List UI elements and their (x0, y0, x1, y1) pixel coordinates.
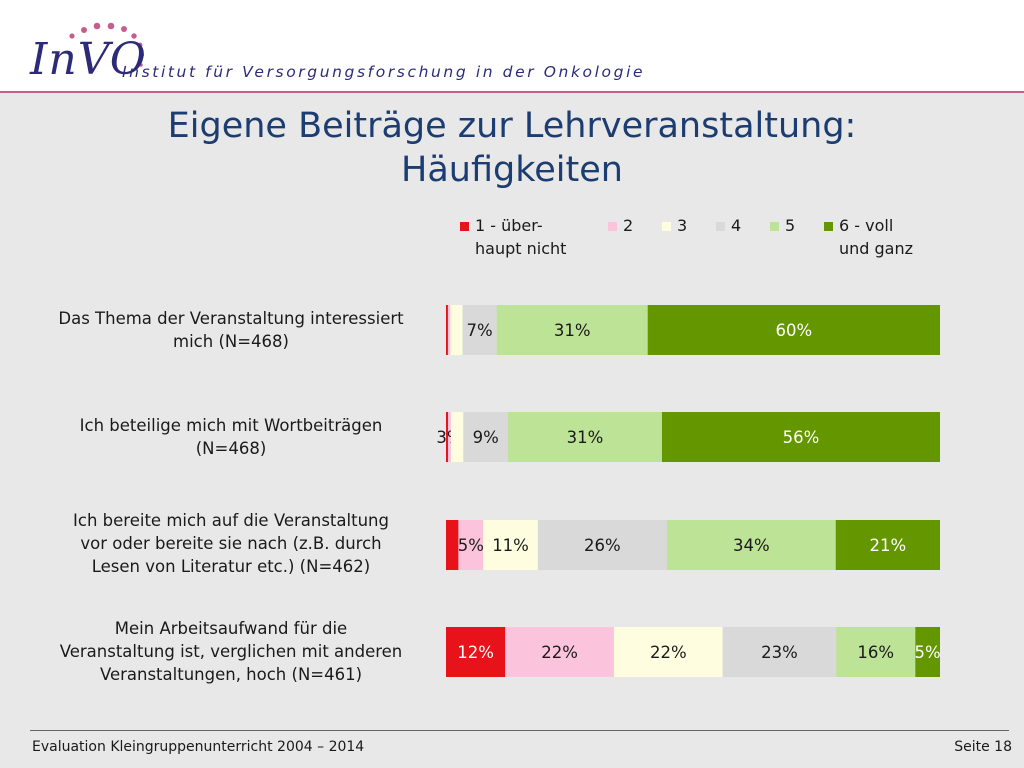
data-label: 31% (567, 428, 604, 447)
data-label: 31% (554, 321, 591, 340)
data-label: 60% (776, 321, 813, 340)
bar-segment (447, 305, 451, 355)
bar-segment (613, 627, 723, 677)
legend-swatch (716, 222, 725, 231)
legend-swatch (608, 222, 617, 231)
legend-label: 3 (677, 216, 688, 235)
bar-row: 7% 31% 60% (446, 305, 940, 355)
bar-row: 12% 22% 22% 23% 16% 5% (446, 627, 941, 677)
legend-swatch (460, 222, 469, 231)
bar-segment (462, 305, 497, 355)
logo-text: InVO (30, 34, 147, 85)
data-label: 26% (584, 536, 621, 555)
bar-segment (446, 520, 459, 570)
bar-segment (835, 520, 940, 570)
category-label: Ich beteilige mich mit Wortbeiträgen (N=… (79, 416, 383, 458)
data-label: 56% (783, 428, 820, 447)
data-label: 12% (457, 643, 494, 662)
legend-label: 5 (785, 216, 796, 235)
institute-tagline: Institut für Versorgungsforschung in der… (122, 63, 646, 81)
legend-label: 1 - über- haupt nicht (475, 216, 567, 258)
bar-segment (661, 412, 940, 462)
data-label: 11% (492, 536, 529, 555)
data-label: 34% (733, 536, 770, 555)
bar-segment (463, 412, 509, 462)
legend-label: 4 (731, 216, 742, 235)
bar-segment (666, 520, 836, 570)
footer-title: Evaluation Kleingruppenunterricht 2004 –… (32, 739, 365, 755)
bar-segment (483, 520, 538, 570)
data-label: 23% (761, 643, 798, 662)
page-number: Seite 18 (954, 739, 1012, 755)
bar-segment (450, 305, 463, 355)
bar-segment (647, 305, 940, 355)
bar-segment (450, 412, 464, 462)
data-label: 16% (857, 643, 894, 662)
legend-label: 2 (623, 216, 634, 235)
category-label: Mein Arbeitsaufwand für die Veranstaltun… (59, 619, 403, 684)
bar-segment (722, 627, 837, 677)
bar-segment (446, 305, 448, 355)
header-divider (0, 91, 1024, 93)
header-banner: InVO Institut für Versorgungsforschung i… (0, 0, 1024, 93)
bar-segment (505, 627, 614, 677)
legend-swatch (662, 222, 671, 231)
footer-divider (30, 730, 1009, 731)
bar-segment (496, 305, 648, 355)
slide-title: Eigene Beiträge zur Lehrveranstaltung: H… (0, 104, 1024, 192)
bar-segment (836, 627, 916, 677)
bar-segment (447, 412, 451, 462)
data-label: 22% (650, 643, 687, 662)
bar-segment (446, 412, 448, 462)
logo-dots-icon (69, 22, 145, 67)
category-label: Ich bereite mich auf die Veranstaltung v… (73, 511, 389, 576)
bar-segment (508, 412, 662, 462)
bar-segment (915, 627, 940, 677)
legend-swatch (824, 222, 833, 231)
data-label: 5% (458, 536, 484, 555)
category-label: Das Thema der Veranstaltung interessiert… (58, 309, 404, 351)
data-label: 22% (541, 643, 578, 662)
chart-legend: 1 - über- haupt nicht 2 3 4 5 6 - voll und ga… (0, 214, 1024, 264)
legend-label: 6 - voll und ganz (839, 216, 914, 258)
data-label: 5% (915, 643, 941, 662)
bar-segment (446, 627, 506, 677)
title-line-1: Eigene Beiträge zur Lehrveranstaltung: (167, 106, 857, 146)
legend-swatch (770, 222, 779, 231)
bar-row: 5% 11% 26% 34% 21% (446, 520, 940, 570)
data-label: 21% (870, 536, 907, 555)
data-label: 7% (467, 321, 493, 340)
bar-segment (537, 520, 667, 570)
data-label: 9% (473, 428, 499, 447)
bar-row: 3% 9% 31% 56% (436, 412, 940, 462)
bar-segment (458, 520, 484, 570)
title-line-2: Häufigkeiten (401, 150, 623, 190)
